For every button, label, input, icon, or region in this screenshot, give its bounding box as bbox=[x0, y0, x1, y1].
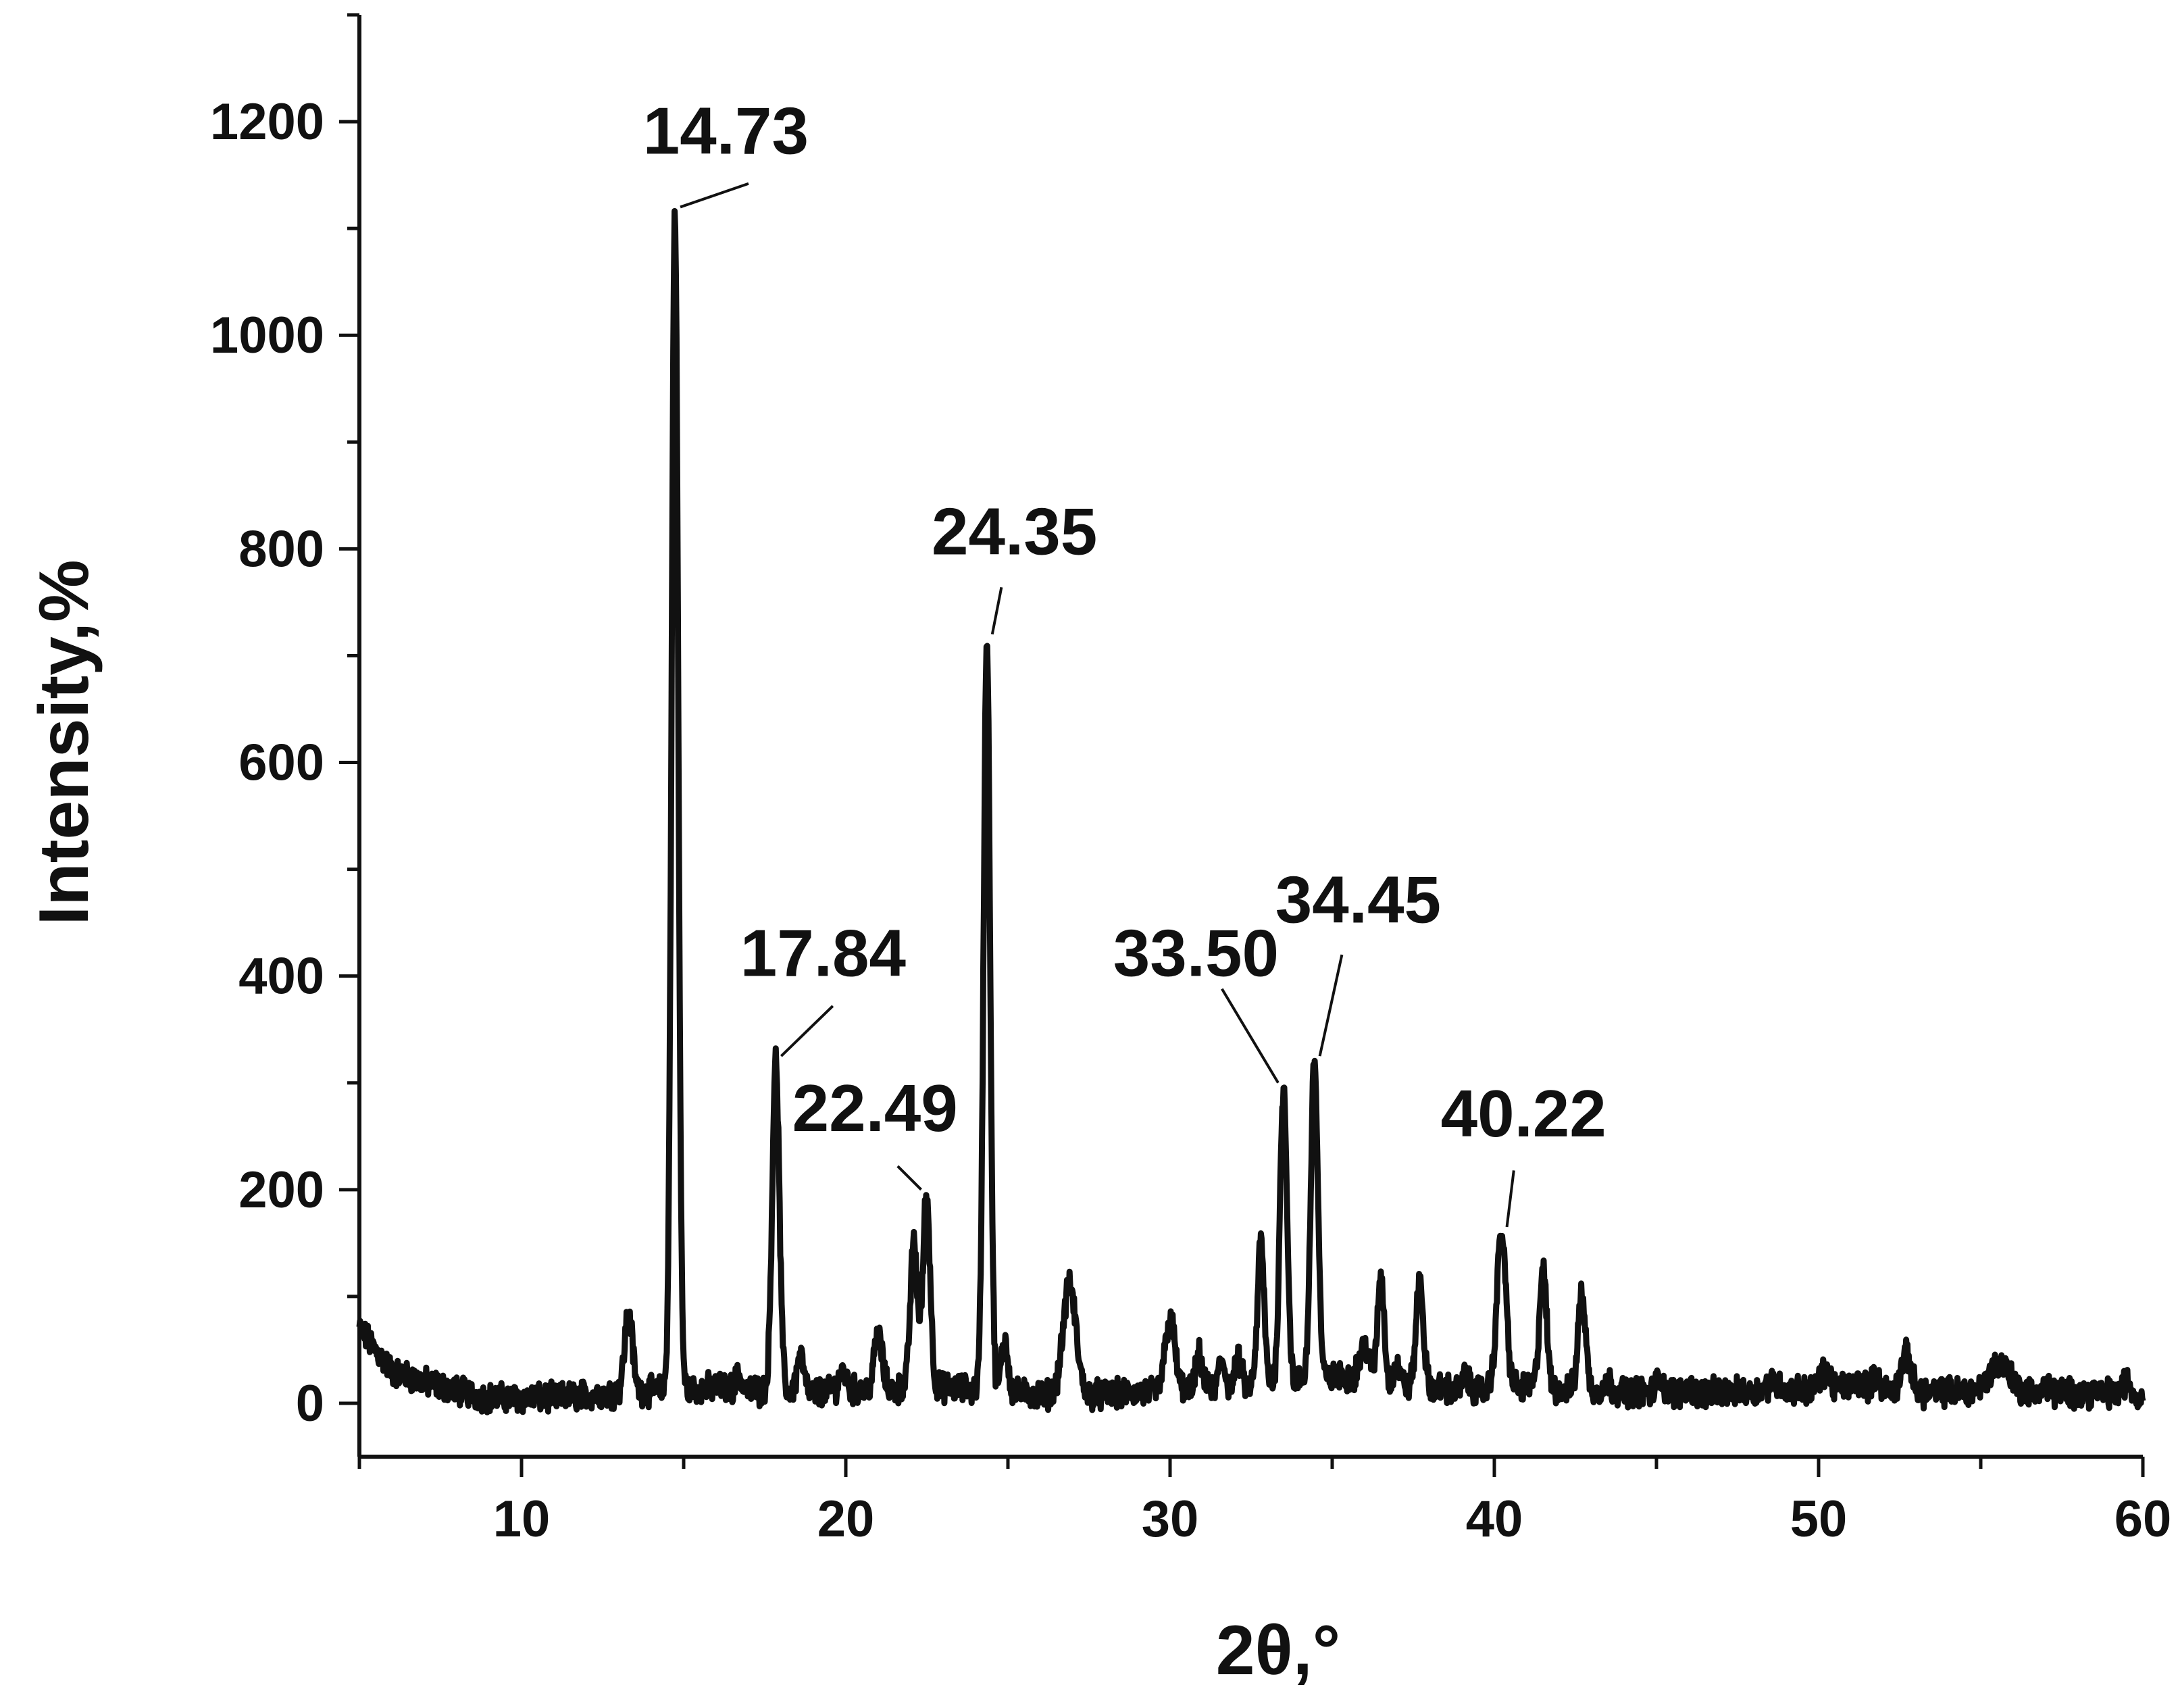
peak-leader-line bbox=[680, 182, 749, 209]
y-tick-label: 800 bbox=[238, 520, 324, 578]
peak-leader-line bbox=[1505, 1170, 1515, 1228]
peak-leader-line bbox=[1221, 988, 1280, 1084]
peak-leader-line bbox=[990, 586, 1003, 635]
y-tick-label: 1200 bbox=[210, 93, 324, 151]
peak-label: 40.22 bbox=[1441, 1076, 1606, 1151]
peak-label: 34.45 bbox=[1275, 863, 1441, 937]
diffraction-pattern-line bbox=[356, 207, 2146, 1415]
y-tick-label: 200 bbox=[238, 1161, 324, 1219]
x-axis-title: 2θ,° bbox=[1216, 1611, 1341, 1690]
x-tick-label: 20 bbox=[817, 1490, 875, 1548]
y-tick-label: 400 bbox=[238, 948, 324, 1005]
peak-label: 14.73 bbox=[643, 93, 809, 168]
peak-label: 22.49 bbox=[792, 1071, 958, 1145]
x-tick-label: 60 bbox=[2114, 1490, 2172, 1548]
x-tick-label: 10 bbox=[493, 1490, 551, 1548]
x-tick-label: 50 bbox=[1790, 1490, 1848, 1548]
x-tick-label: 30 bbox=[1142, 1490, 1199, 1548]
y-axis-title: Intensity,% bbox=[25, 559, 103, 925]
peak-label: 24.35 bbox=[932, 494, 1097, 568]
y-tick-label: 1000 bbox=[210, 307, 324, 364]
y-axis-ticks: 0 200 400 600 800 1000 1200 bbox=[210, 13, 359, 1432]
peak-label: 33.50 bbox=[1113, 916, 1279, 990]
peak-leader-line bbox=[1318, 954, 1344, 1057]
y-tick-label: 600 bbox=[238, 734, 324, 792]
x-axis-ticks: 10 20 30 40 50 60 bbox=[357, 1457, 2172, 1548]
peak-leader-line bbox=[780, 1005, 834, 1057]
y-tick-label: 0 bbox=[296, 1375, 324, 1432]
axes bbox=[357, 15, 2143, 1459]
peak-label: 17.84 bbox=[740, 916, 906, 990]
x-tick-label: 40 bbox=[1466, 1490, 1523, 1548]
peak-leader-line bbox=[896, 1165, 922, 1191]
